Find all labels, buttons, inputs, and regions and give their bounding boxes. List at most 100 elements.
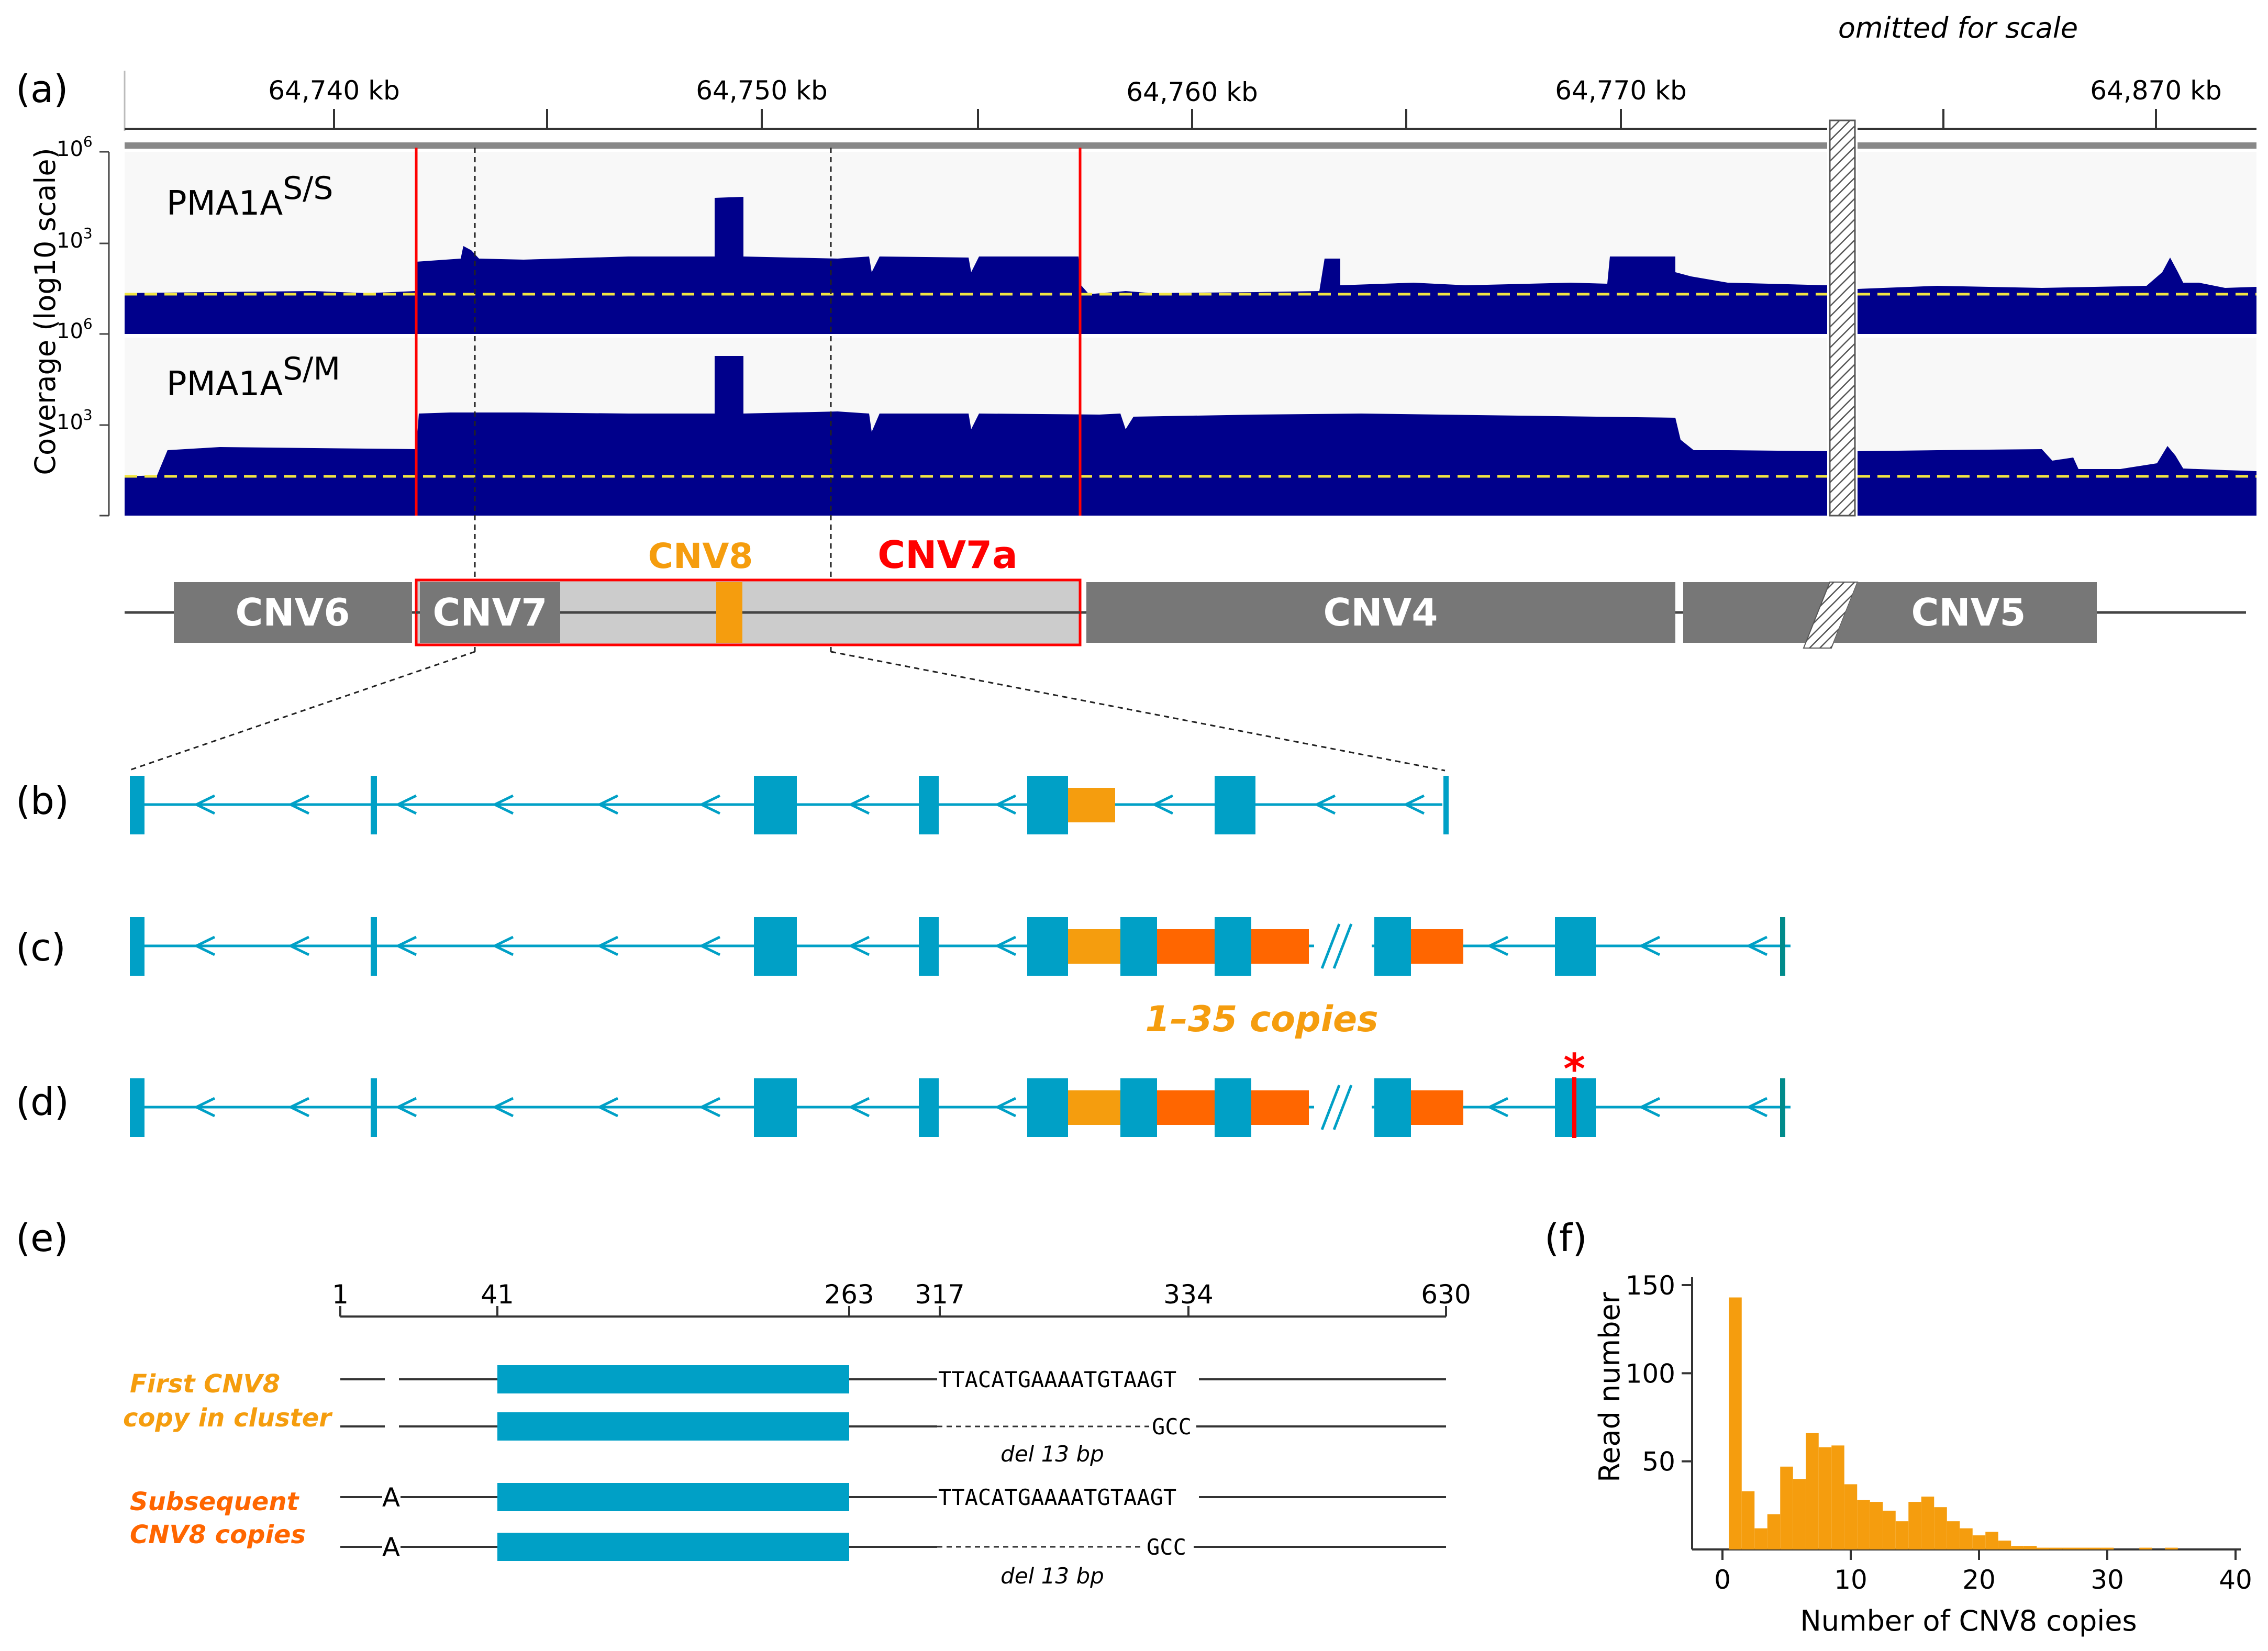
histogram-bar-4 [1767, 1514, 1781, 1549]
histogram-bar-27 [2062, 1547, 2075, 1549]
y-axis: 106 103 106 103 [57, 133, 110, 517]
cnv6-block [174, 582, 412, 643]
histogram-chart: Number of CNV8 copies Read number 0 10 20 3… [1593, 1270, 2252, 1637]
histogram-bar-7 [1806, 1433, 1819, 1549]
y-tick-1e6-top: 106 [57, 133, 93, 161]
cnv7-label: CNV7 [433, 590, 548, 634]
chart-x-label: Number of CNV8 copies [1800, 1604, 2137, 1637]
cnv7-block [420, 582, 560, 643]
track-label-sm: PMA1AS/M [166, 351, 340, 404]
cnv8-block [716, 582, 742, 643]
histogram-bar-10 [1844, 1484, 1858, 1549]
chart-y-label: Read number [1593, 1291, 1626, 1482]
y-tick-label-100: 100 [1626, 1358, 1675, 1389]
omitted-scale-hatch [1829, 119, 1856, 517]
seq-short-row2: GCC [1152, 1414, 1192, 1440]
histogram-bar-2 [1741, 1491, 1755, 1549]
panel-label-a: (a) [16, 67, 68, 111]
cnv5-block-right [1833, 582, 2097, 643]
coverage-track-ss: PMA1AS/S [125, 152, 2256, 334]
del-label-row4: del 13 bp [1000, 1563, 1104, 1589]
zoom-line-left [128, 651, 475, 772]
y-tick-label-150: 150 [1626, 1270, 1675, 1301]
seq-tick-334: 334 [1163, 1279, 1213, 1310]
histogram-bar-1 [1729, 1297, 1742, 1549]
histogram-bar-30 [2100, 1547, 2114, 1549]
panel-label-f: (f) [1544, 1216, 1587, 1260]
histogram-bar-33 [2139, 1547, 2152, 1549]
histogram-bar-28 [2075, 1547, 2088, 1549]
histogram-bar-23 [2011, 1546, 2024, 1549]
cnv4-block [1086, 582, 1675, 643]
tick-64870: 64,870 kb [2090, 75, 2222, 106]
tick-64770: 64,770 kb [1555, 75, 1687, 106]
panel-label-c: (c) [16, 925, 66, 969]
tick-64750: 64,750 kb [696, 75, 828, 106]
cnv8-label: CNV8 [648, 536, 753, 576]
seq-full-row1: TTACATGAAAATGTAAGT [938, 1367, 1176, 1392]
first-copy-label-1: First CNV8 [130, 1369, 280, 1399]
chart-ticks: 0 10 20 30 40 50 100 150 [1626, 1270, 2252, 1595]
gene-model-d: * [130, 1045, 1791, 1138]
omitted-for-scale-label: omitted for scale [1838, 12, 2078, 44]
seq-tick-630: 630 [1421, 1279, 1471, 1310]
tick-64740: 64,740 kb [268, 75, 400, 106]
seq-tick-1: 1 [332, 1279, 349, 1310]
seq-tick-41: 41 [481, 1279, 514, 1310]
y-tick-label-50: 50 [1642, 1447, 1675, 1477]
histogram-bar-18 [1947, 1521, 1960, 1549]
cnv-map: CNV6 CNV7 CNV8 CNV7a CNV4 CNV5 [125, 533, 2246, 649]
histogram-bar-35 [2165, 1547, 2178, 1549]
cnv5-label: CNV5 [1911, 590, 2026, 634]
histogram-bar-24 [2024, 1546, 2037, 1549]
cnv7a-label: CNV7a [877, 533, 1018, 577]
gene-model-b [130, 776, 1449, 834]
chart-bars [1729, 1297, 2178, 1549]
tick-64760: 64,760 kb [1126, 77, 1258, 107]
sequence-diagram-e: 1 41 263 317 334 630 TTACATGAAAATGTAAGT … [123, 1279, 1471, 1589]
y-axis-label: Coverage (log10 scale) [29, 148, 62, 475]
histogram-bar-20 [1972, 1535, 1986, 1549]
cnv5-block-hatch [1803, 582, 1859, 649]
seq-tick-317: 317 [915, 1279, 964, 1310]
x-tick-label-30: 30 [2091, 1565, 2124, 1595]
cnv4-label: CNV4 [1324, 590, 1438, 634]
histogram-bar-22 [1998, 1541, 2011, 1549]
histogram-bar-15 [1908, 1502, 1921, 1549]
cnv5-block-left [1683, 582, 1830, 643]
histogram-bar-25 [2037, 1547, 2050, 1549]
x-tick-label-0: 0 [1714, 1565, 1731, 1595]
allele-a-row4: A [382, 1532, 400, 1563]
subsequent-copies-label-2: CNV8 copies [130, 1520, 306, 1549]
del-label-row2: del 13 bp [1000, 1441, 1104, 1467]
seq-tick-263: 263 [824, 1279, 874, 1310]
panel-label-e: (e) [16, 1216, 68, 1260]
cnv6-label: CNV6 [236, 590, 350, 634]
zoom-line-right [830, 651, 1446, 772]
histogram-bar-12 [1870, 1502, 1883, 1549]
track-label-ss: PMA1AS/S [166, 170, 333, 223]
histogram-bar-21 [1985, 1532, 1998, 1549]
seq-short-row4: GCC [1147, 1534, 1186, 1560]
seq-full-row3: TTACATGAAAATGTAAGT [938, 1485, 1176, 1510]
coordinate-ruler: 64,740 kb 64,750 kb 64,760 kb 64,770 kb … [124, 71, 2256, 149]
histogram-bar-3 [1754, 1528, 1767, 1549]
coverage-track-sm: PMA1AS/M [125, 338, 2256, 516]
panel-label-d: (d) [16, 1080, 69, 1124]
y-tick-1e3-top: 103 [57, 225, 93, 253]
histogram-bar-14 [1895, 1521, 1909, 1549]
histogram-bar-9 [1831, 1445, 1844, 1549]
histogram-bar-19 [1960, 1528, 1973, 1549]
histogram-bar-5 [1780, 1466, 1793, 1549]
copies-label: 1–35 copies [1145, 999, 1378, 1040]
histogram-bar-16 [1921, 1497, 1935, 1549]
histogram-bar-11 [1857, 1500, 1870, 1549]
first-copy-label-2: copy in cluster [123, 1403, 333, 1433]
x-tick-label-10: 10 [1834, 1565, 1867, 1595]
x-tick-label-40: 40 [2219, 1565, 2252, 1595]
histogram-bar-13 [1883, 1510, 1896, 1549]
allele-a-row3: A [382, 1482, 400, 1513]
y-tick-1e3-bottom: 103 [57, 406, 93, 434]
histogram-bar-6 [1793, 1479, 1806, 1549]
